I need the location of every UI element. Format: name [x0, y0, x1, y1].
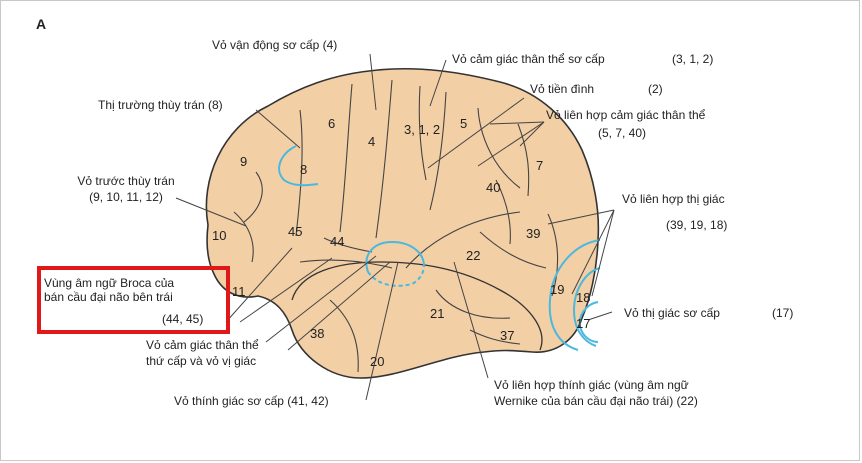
- auditory-cortex-outline: [365, 240, 425, 273]
- region-19: 19: [550, 282, 564, 297]
- label-vestibular-num: (2): [648, 82, 663, 96]
- region-7: 7: [536, 158, 543, 173]
- region-21: 21: [430, 306, 444, 321]
- region-4: 4: [368, 134, 375, 149]
- label-broca-num: (44, 45): [162, 312, 204, 326]
- region-39: 39: [526, 226, 540, 241]
- label-visual-primary-num: (17): [772, 306, 794, 320]
- label-auditory-assoc-line1: Vỏ liên hợp thính giác (vùng âm ngữ: [494, 378, 689, 392]
- region-numbers: 6 4 3, 1, 2 5 9 8 7 40 10 45 44 39 22 11…: [212, 116, 590, 369]
- panel-label: A: [36, 16, 47, 32]
- broca-highlight-box: [37, 266, 230, 334]
- label-broca-line2: bán cầu đại não bên trái: [44, 290, 173, 304]
- region-44: 44: [330, 234, 344, 249]
- region-6: 6: [328, 116, 335, 131]
- label-somato-assoc-num: (5, 7, 40): [598, 126, 647, 140]
- frontal-eye-field-outline: [278, 145, 319, 187]
- label-somato-primary-num: (3, 1, 2): [672, 52, 714, 66]
- label-vestibular: Vỏ tiền đình: [530, 82, 595, 96]
- label-somato-secondary-line1: Vỏ cảm giác thân thể: [146, 338, 259, 352]
- region-8: 8: [300, 162, 307, 177]
- region-3-1-2: 3, 1, 2: [404, 122, 440, 137]
- label-somato-primary: Vỏ cảm giác thân thể sơ cấp: [452, 52, 605, 66]
- label-visual-primary: Vỏ thị giác sơ cấp: [624, 306, 720, 320]
- visual-primary-outline: [578, 301, 599, 343]
- label-prefrontal: Vỏ trước thùy trán: [77, 174, 175, 188]
- cortex-highlights: [278, 145, 601, 351]
- cerebrum-outline: [205, 67, 600, 379]
- region-17: 17: [576, 316, 590, 331]
- label-auditory-primary: Vỏ thính giác sơ cấp (41, 42): [174, 394, 329, 408]
- region-45: 45: [288, 224, 302, 239]
- label-somato-secondary-line2: thứ cấp và vỏ vị giác: [146, 354, 257, 368]
- sulci: [233, 79, 559, 373]
- label-visual-assoc-num: (39, 19, 18): [666, 218, 728, 232]
- region-5: 5: [460, 116, 467, 131]
- region-22: 22: [466, 248, 480, 263]
- label-prefrontal-num: (9, 10, 11, 12): [89, 190, 163, 204]
- region-40: 40: [486, 180, 500, 195]
- label-motor-primary: Vỏ vận động sơ cấp (4): [212, 38, 338, 52]
- region-38: 38: [310, 326, 324, 341]
- auditory-cortex-dash: [367, 265, 425, 287]
- label-broca-line1: Vùng âm ngữ Broca của: [44, 276, 175, 290]
- leader-lines: [175, 53, 615, 401]
- region-18: 18: [576, 290, 590, 305]
- label-auditory-assoc-line2: Wernike của bán cầu đại não trái) (22): [494, 394, 698, 408]
- temporal-lobe-outline: [291, 261, 543, 351]
- label-visual-assoc: Vỏ liên hợp thị giác: [622, 192, 725, 206]
- region-11: 11: [232, 284, 246, 299]
- label-somato-assoc: Vỏ liên hợp cảm giác thân thể: [546, 108, 706, 122]
- region-37: 37: [500, 328, 514, 343]
- visual-area-18-outline: [572, 267, 601, 347]
- visual-assoc-outline: [548, 239, 601, 351]
- region-9: 9: [240, 154, 247, 169]
- region-10: 10: [212, 228, 226, 243]
- region-20: 20: [370, 354, 384, 369]
- label-frontal-eye-field: Thị trường thùy trán (8): [98, 98, 223, 112]
